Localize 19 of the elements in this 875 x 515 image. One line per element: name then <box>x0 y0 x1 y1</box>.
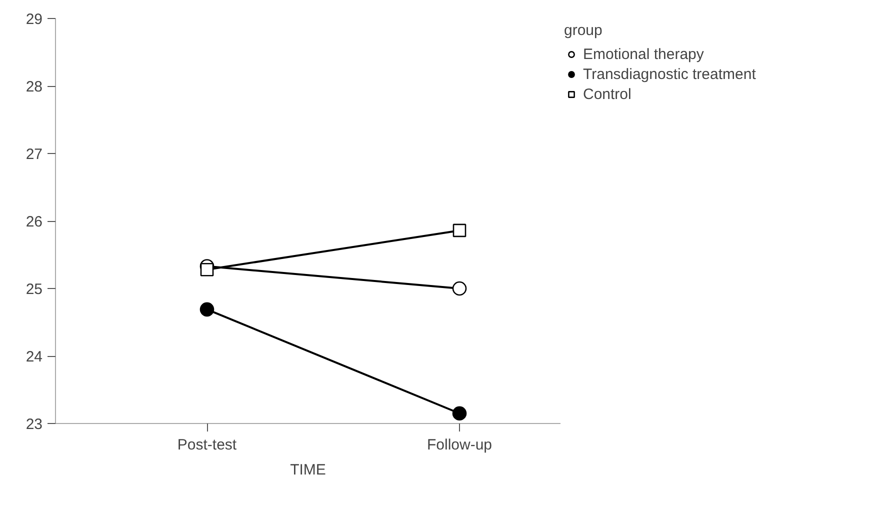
y-tick-label: 24 <box>26 348 43 366</box>
y-tick-label: 27 <box>26 146 43 163</box>
legend-label: Control <box>583 86 632 102</box>
point <box>452 281 467 296</box>
point <box>452 224 466 238</box>
point <box>200 302 214 317</box>
legend-title: group <box>564 22 604 39</box>
legend-label: Emotional therapy <box>583 46 704 62</box>
x-axis-title: TIME <box>290 462 326 478</box>
x-tick-label: Post-test <box>177 436 238 454</box>
y-tick-label: 28 <box>26 78 43 96</box>
point <box>200 262 214 276</box>
legend-label: Transdiagnostic treatment <box>583 66 756 82</box>
y-tick-label: 23 <box>26 416 43 433</box>
x-tick-label: Follow-up <box>426 436 492 454</box>
y-tick-label: 25 <box>26 281 43 298</box>
y-tick-label: 26 <box>26 214 43 230</box>
point <box>452 406 467 421</box>
y-tick-label: 29 <box>26 11 43 28</box>
